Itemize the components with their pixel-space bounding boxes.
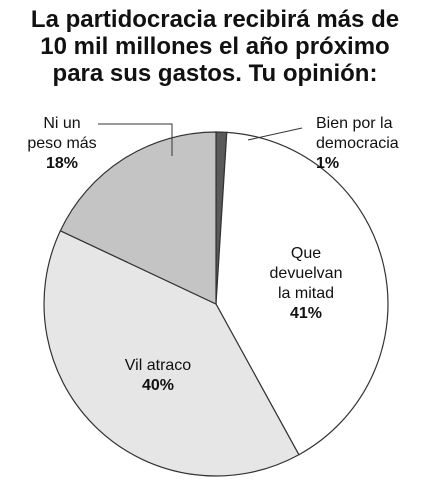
slice-value-label: 41% <box>290 305 322 322</box>
slice-value-label: 40% <box>142 377 174 394</box>
slice-label-line: la mitad <box>278 285 334 302</box>
pie-slice-2 <box>215 131 389 456</box>
slice-label-4: Ni un peso más 18% <box>27 115 96 172</box>
leader-lines <box>98 123 303 156</box>
chart-title-line-2: 10 mil millones el año próximo <box>40 33 390 60</box>
slice-labels: Bien por la democracia 1% Que devuelvan la mi… <box>27 115 398 394</box>
leader-line-4 <box>98 123 173 156</box>
chart-title-line-1: La partidocracia recibirá más de <box>30 6 400 33</box>
slice-label-line: Que <box>291 245 321 262</box>
pie-slices <box>43 131 389 477</box>
chart-title-line-3: para sus gastos. Tu opinión: <box>52 60 378 87</box>
slice-label-line: Bien por la <box>316 115 393 132</box>
slice-value-label: 1% <box>316 155 339 172</box>
pie-slice-3 <box>43 229 300 477</box>
slice-label-2: Que devuelvan la mitad 41% <box>270 245 343 322</box>
slice-label-line: devuelvan <box>270 265 343 282</box>
pie-slice-4 <box>59 131 217 305</box>
slice-label-line: peso más <box>27 135 96 152</box>
slice-label-1: Bien por la democracia 1% <box>316 115 399 172</box>
slice-value-label: 18% <box>46 155 78 172</box>
slice-label-line: Vil atraco <box>125 357 192 374</box>
leader-line-1 <box>247 127 303 141</box>
chart-title: La partidocracia recibirá más de 10 mil … <box>0 6 430 87</box>
slice-label-line: Ni un <box>43 115 80 132</box>
slice-label-3: Vil atraco 40% <box>125 357 192 394</box>
slice-label-line: democracia <box>316 135 399 152</box>
